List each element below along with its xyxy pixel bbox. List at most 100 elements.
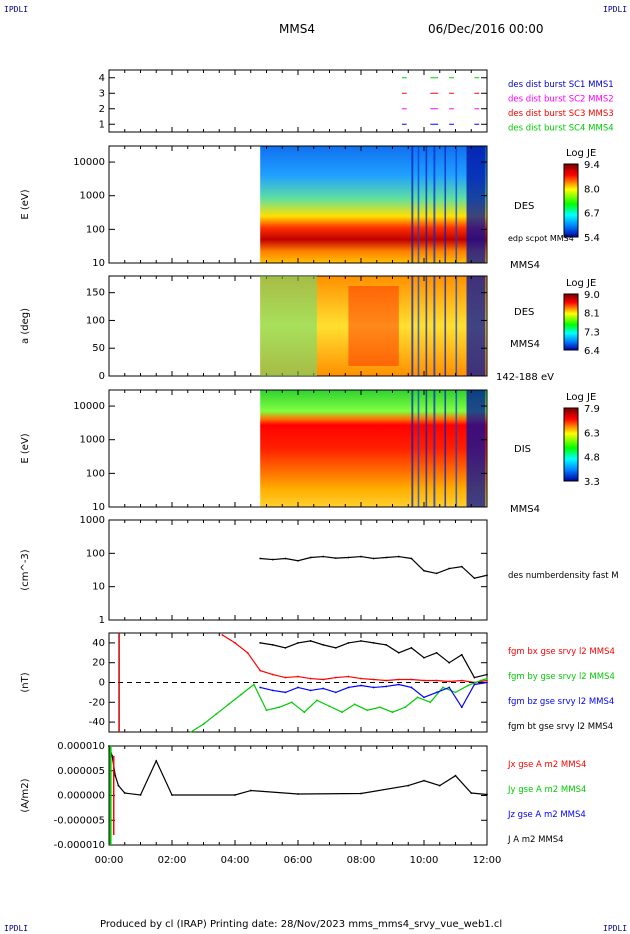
- magnetic-field-panel: (nT) -40 -20 0 20 40 fgm bx gse srvy l2 MMS4 fg…: [20, 632, 615, 733]
- corner-mark-bottom-left: IPDLI: [4, 924, 29, 933]
- data-point: [284, 691, 287, 694]
- data-point: [259, 642, 262, 644]
- spectrogram-streak: [455, 146, 458, 263]
- data-point: [467, 684, 469, 687]
- y-tick-label: -40: [89, 717, 105, 728]
- data-point: [249, 789, 252, 792]
- data-point: [303, 711, 306, 714]
- y-tick-label: 4: [99, 73, 105, 84]
- data-point: [334, 557, 337, 559]
- legend-entry: J A m2 MMS4: [507, 835, 564, 845]
- data-point: [366, 709, 369, 712]
- y-tick-label: -20: [89, 697, 105, 708]
- data-point: [215, 713, 218, 716]
- series-line: [190, 677, 488, 733]
- data-point: [347, 686, 350, 689]
- spectrogram-streak: [411, 390, 414, 507]
- data-point: [479, 679, 482, 682]
- colorbar-tick-label: 8.0: [584, 184, 600, 195]
- series-line: [260, 640, 488, 679]
- corner-mark-bottom-right: IPDLI: [603, 924, 628, 933]
- y-tick-label: 50: [92, 343, 105, 354]
- data-point: [322, 678, 325, 681]
- data-point: [410, 678, 413, 681]
- time-tick-label: 00:00: [95, 855, 124, 866]
- y-tick-label: 100: [86, 315, 105, 326]
- data-point: [407, 784, 410, 787]
- y-tick-label: 1000: [80, 191, 105, 202]
- data-point: [360, 684, 362, 687]
- data-point: [334, 676, 337, 679]
- time-tick-label: 06:00: [284, 855, 313, 866]
- des-energy-panel: E (eV) Log JE9.4 8.0 6.7 5.4 10 100 1000 10000 DE…: [20, 145, 600, 271]
- spectrogram-streak: [455, 390, 458, 507]
- data-point: [397, 678, 400, 681]
- data-point: [435, 651, 438, 654]
- data-point: [435, 679, 438, 682]
- panel-frame: [108, 69, 488, 133]
- y-tick-label: -0.000010: [54, 840, 105, 851]
- y-tick-label: 0.000010: [57, 741, 105, 752]
- y-tick-label: 0.000005: [57, 766, 105, 777]
- colorbar-tick-label: 3.3: [584, 477, 600, 488]
- spectrogram-fill: [260, 390, 487, 507]
- y-axis-label: (nT): [20, 672, 31, 692]
- colorbar-tick-label: 6.4: [584, 346, 600, 357]
- data-point: [202, 723, 205, 725]
- y-tick-label: 100: [86, 548, 105, 559]
- data-point: [334, 691, 337, 694]
- data-point: [284, 646, 287, 649]
- data-point: [423, 679, 425, 682]
- spectrogram-streak: [417, 276, 420, 376]
- legend-entry: fgm by gse srvy l2 MMS4: [508, 672, 615, 682]
- data-point: [284, 557, 287, 560]
- y-tick-label: 0.000000: [57, 791, 105, 802]
- y-tick-label: 0: [99, 678, 105, 689]
- data-point: [111, 755, 114, 757]
- side-label: MMS4: [510, 339, 540, 350]
- colorbar-tick-label: 6.7: [584, 209, 600, 220]
- data-point: [297, 642, 299, 644]
- y-axis-label: E (eV): [20, 433, 31, 463]
- data-point: [460, 653, 463, 656]
- side-label: DES: [514, 307, 534, 318]
- data-point: [284, 676, 287, 679]
- data-point: [347, 556, 350, 559]
- spectrogram-streak: [417, 146, 420, 263]
- spectrogram-streak: [417, 390, 420, 507]
- side-label: 142-188 eV: [496, 372, 554, 383]
- data-point: [397, 651, 400, 654]
- corner-mark-top-right: IPDLI: [603, 5, 628, 14]
- y-tick-label: 3: [99, 88, 105, 99]
- colorbar-tick-label: 4.8: [584, 453, 600, 464]
- data-point: [114, 774, 117, 777]
- data-point: [234, 642, 236, 644]
- data-point: [486, 793, 488, 796]
- data-point: [435, 572, 438, 575]
- data-point: [278, 706, 280, 709]
- colorbar-tick-label: 6.3: [584, 428, 600, 439]
- spectrogram-streak: [433, 146, 436, 263]
- y-tick-label: 1000: [80, 435, 105, 446]
- side-label: MMS4: [510, 504, 540, 515]
- data-point: [473, 676, 476, 679]
- data-point: [460, 565, 463, 568]
- spectrogram-streak: [411, 276, 414, 376]
- spectrogram-streak: [444, 146, 447, 263]
- data-point: [438, 784, 441, 787]
- y-tick-label: 10: [92, 582, 105, 593]
- data-point: [227, 703, 230, 706]
- y-axis-label: (A/m2): [20, 778, 31, 812]
- spectrogram-streak: [444, 276, 447, 376]
- data-point: [297, 686, 299, 689]
- data-point: [234, 794, 236, 796]
- y-tick-label: 10: [92, 258, 105, 269]
- legend-entry: Jx gse A m2 MMS4: [507, 760, 586, 770]
- colorbar-tick-label: 9.0: [584, 290, 600, 301]
- data-point: [271, 689, 274, 692]
- y-tick-label: 100: [86, 468, 105, 479]
- spectrogram-streak: [466, 276, 486, 376]
- side-label: DES: [514, 201, 534, 212]
- legend-entry: des dist burst SC1 MMS1: [508, 80, 614, 90]
